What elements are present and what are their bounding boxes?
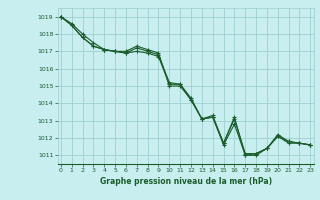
X-axis label: Graphe pression niveau de la mer (hPa): Graphe pression niveau de la mer (hPa) [100,177,272,186]
